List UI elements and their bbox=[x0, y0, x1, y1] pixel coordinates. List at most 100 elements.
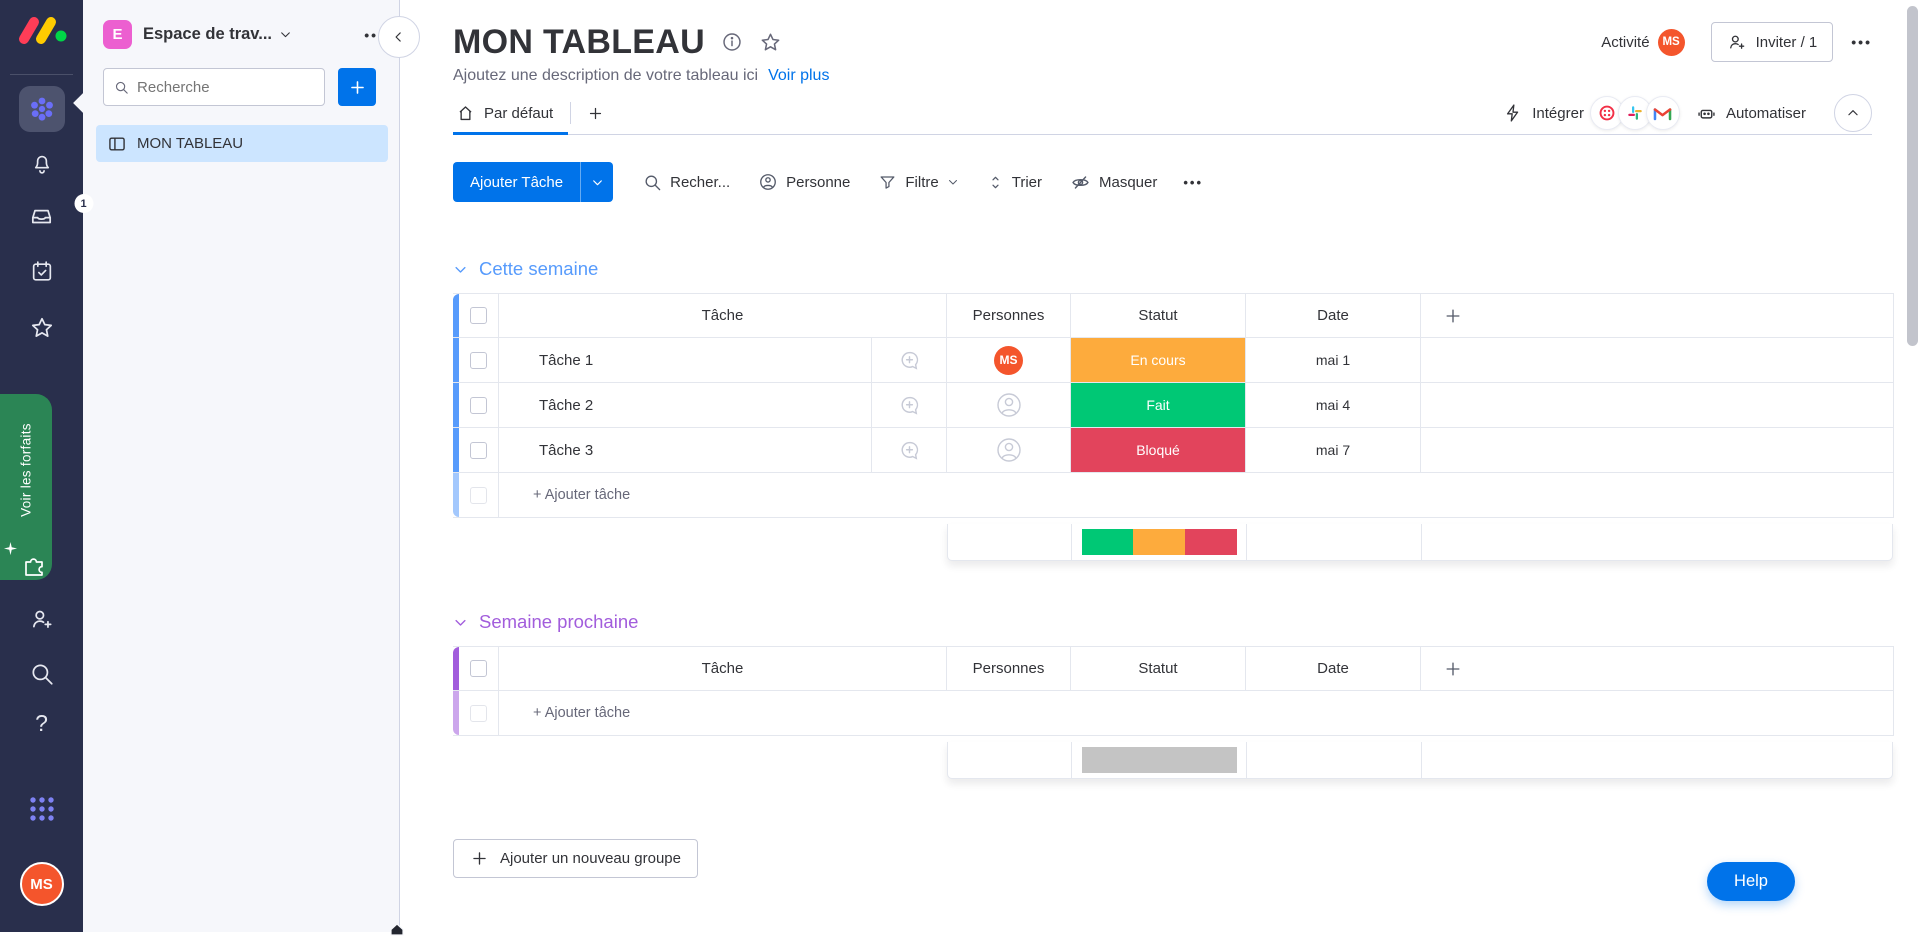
person-filter-button[interactable]: Personne bbox=[746, 165, 862, 199]
column-header-task[interactable]: Tâche bbox=[499, 647, 947, 690]
people-cell[interactable] bbox=[947, 428, 1071, 472]
user-avatar[interactable]: MS bbox=[19, 862, 64, 906]
tab-par-defaut[interactable]: Par défaut bbox=[453, 92, 569, 135]
collapse-panel-button[interactable] bbox=[378, 16, 420, 58]
collapse-header-button[interactable] bbox=[1834, 94, 1872, 132]
person-placeholder-icon bbox=[996, 438, 1021, 462]
column-header-date[interactable]: Date bbox=[1246, 647, 1421, 690]
row-checkbox[interactable] bbox=[470, 351, 487, 369]
column-header-status[interactable]: Statut bbox=[1071, 647, 1246, 690]
add-task-button[interactable]: + Ajouter tâche bbox=[499, 691, 1894, 735]
integrate-button[interactable]: Intégrer bbox=[1503, 103, 1584, 123]
add-item-button[interactable] bbox=[338, 68, 376, 106]
add-task-label[interactable]: Ajouter Tâche bbox=[470, 173, 564, 191]
favorites-button[interactable] bbox=[29, 315, 55, 341]
apps-grid-button[interactable] bbox=[29, 796, 55, 822]
activity-avatar[interactable]: MS bbox=[1657, 28, 1685, 56]
add-update-button[interactable] bbox=[872, 338, 947, 382]
plus-icon bbox=[1446, 309, 1460, 322]
date-cell[interactable]: mai 1 bbox=[1246, 338, 1421, 382]
group-color-bar bbox=[453, 383, 459, 427]
see-plans-banner[interactable]: Voir les forfaits bbox=[0, 394, 52, 580]
hide-columns-button[interactable]: Masquer bbox=[1058, 165, 1169, 199]
global-search-button[interactable] bbox=[29, 661, 55, 687]
assignee-avatar[interactable]: MS bbox=[994, 345, 1023, 375]
gmail-badge[interactable] bbox=[1645, 96, 1680, 130]
add-column-button[interactable] bbox=[1421, 294, 1894, 337]
select-all-checkbox[interactable] bbox=[470, 660, 487, 677]
row-checkbox[interactable] bbox=[470, 396, 487, 414]
panel-search-box[interactable] bbox=[103, 68, 325, 106]
inbox-button[interactable]: 1 bbox=[0, 194, 93, 229]
robot-icon bbox=[1698, 109, 1715, 119]
add-task-split-button[interactable]: Ajouter Tâche bbox=[453, 162, 614, 202]
column-header-task[interactable]: Tâche bbox=[499, 294, 947, 337]
invite-members-button[interactable] bbox=[29, 606, 55, 632]
summary-people-cell bbox=[948, 742, 1072, 778]
board-menu-button[interactable]: ••• bbox=[1851, 34, 1872, 50]
add-task-dropdown[interactable] bbox=[580, 162, 613, 202]
filter-button[interactable]: Filtre bbox=[866, 165, 970, 199]
group-title-row[interactable]: Semaine prochaine bbox=[453, 611, 1872, 633]
people-cell[interactable] bbox=[947, 383, 1071, 427]
add-column-button[interactable] bbox=[1421, 647, 1894, 690]
monday-logo[interactable] bbox=[16, 13, 68, 47]
add-view-button[interactable] bbox=[573, 105, 618, 122]
work-management-app-icon[interactable] bbox=[18, 86, 65, 132]
search-tool-button[interactable]: Recher... bbox=[631, 165, 742, 199]
task-name-cell[interactable]: Tâche 3 bbox=[499, 428, 872, 472]
column-header-status[interactable]: Statut bbox=[1071, 294, 1246, 337]
chevron-down-icon bbox=[948, 180, 957, 185]
sort-button[interactable]: Trier bbox=[975, 165, 1054, 199]
summary-status-cell[interactable] bbox=[1072, 742, 1247, 778]
search-input[interactable] bbox=[137, 78, 314, 96]
plus-icon bbox=[473, 852, 486, 865]
activity-button[interactable]: Activité bbox=[1601, 33, 1650, 51]
select-all-checkbox[interactable] bbox=[470, 307, 487, 324]
chat-plus-icon bbox=[901, 441, 918, 460]
group-color-bar bbox=[453, 294, 459, 337]
add-task-button[interactable]: + Ajouter tâche bbox=[499, 473, 1894, 517]
add-update-button[interactable] bbox=[872, 428, 947, 472]
status-cell[interactable]: Fait bbox=[1071, 383, 1246, 427]
group-title-row[interactable]: Cette semaine bbox=[453, 258, 1872, 280]
task-name-cell[interactable]: Tâche 2 bbox=[499, 383, 872, 427]
empty-cell bbox=[1421, 428, 1894, 472]
sidebar-item-mon-tableau[interactable]: MON TABLEAU bbox=[96, 125, 388, 162]
people-cell[interactable]: MS bbox=[947, 338, 1071, 382]
status-cell[interactable]: En cours bbox=[1071, 338, 1246, 382]
status-chip: Fait bbox=[1071, 383, 1245, 427]
toolbar-menu-button[interactable]: ••• bbox=[1183, 174, 1204, 190]
workspace-selector[interactable]: E Espace de trav... ••• bbox=[83, 0, 404, 936]
add-update-button[interactable] bbox=[872, 383, 947, 427]
chevron-down-icon bbox=[279, 28, 292, 41]
task-name-cell[interactable]: Tâche 1 bbox=[499, 338, 872, 382]
board-title[interactable]: MON TABLEAU bbox=[453, 22, 705, 61]
column-header-people[interactable]: Personnes bbox=[947, 294, 1071, 337]
see-more-link[interactable]: Voir plus bbox=[768, 67, 830, 84]
status-cell[interactable]: Bloqué bbox=[1071, 428, 1246, 472]
add-new-group-button[interactable]: Ajouter un nouveau groupe bbox=[453, 839, 698, 878]
add-task-row: + Ajouter tâche bbox=[453, 473, 1894, 518]
invite-button[interactable]: Inviter / 1 bbox=[1710, 22, 1834, 62]
status-segment bbox=[1081, 529, 1134, 555]
date-cell[interactable]: mai 7 bbox=[1246, 428, 1421, 472]
help-menu-button[interactable]: ? bbox=[35, 710, 48, 736]
table-header-row: Tâche Personnes Statut Date bbox=[453, 294, 1894, 338]
favorite-star-icon[interactable] bbox=[759, 31, 782, 54]
twilio-badge[interactable] bbox=[1589, 96, 1624, 130]
board-header-actions: Activité MS Inviter / 1 ••• bbox=[1601, 22, 1872, 62]
vertical-scrollbar[interactable] bbox=[1907, 6, 1918, 346]
notifications-button[interactable] bbox=[29, 151, 54, 176]
summary-status-cell[interactable] bbox=[1072, 524, 1247, 560]
automate-button[interactable]: Automatiser bbox=[1696, 103, 1806, 124]
date-cell[interactable]: mai 4 bbox=[1246, 383, 1421, 427]
column-header-date[interactable]: Date bbox=[1246, 294, 1421, 337]
board-main: MON TABLEAU Activité MS Inviter / 1 ••• … bbox=[400, 0, 1920, 932]
my-work-button[interactable] bbox=[29, 259, 54, 284]
row-checkbox[interactable] bbox=[470, 441, 487, 459]
person-circle-icon bbox=[760, 174, 777, 190]
info-icon[interactable] bbox=[721, 31, 743, 53]
help-button[interactable]: Help bbox=[1707, 862, 1795, 901]
column-header-people[interactable]: Personnes bbox=[947, 647, 1071, 690]
